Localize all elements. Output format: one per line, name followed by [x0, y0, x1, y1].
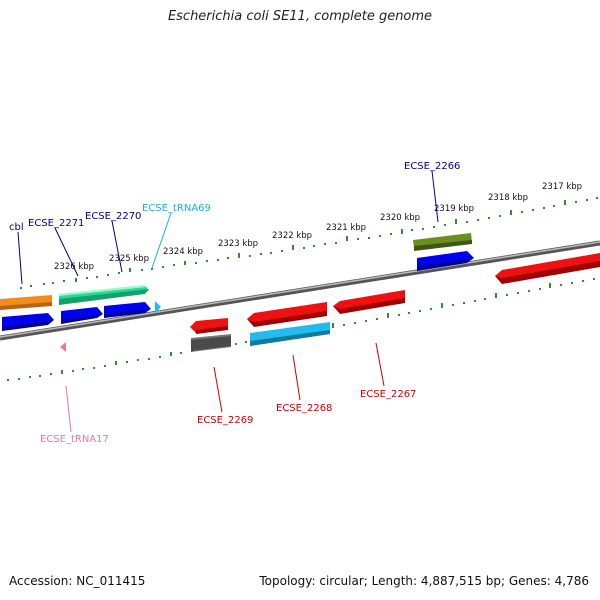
gene-red-right[interactable] — [495, 253, 600, 284]
label-ecse-2271[interactable]: ECSE_2271 — [28, 218, 84, 229]
gene-ecse-2271-teal[interactable] — [59, 285, 149, 305]
accession-text: Accession: NC_011415 — [9, 574, 146, 588]
gene-ecse-2269[interactable] — [190, 318, 228, 334]
gene-blue-4[interactable] — [417, 251, 474, 271]
genome-title: Escherichia coli SE11, complete genome — [167, 9, 433, 24]
genome-summary-text: Topology: circular; Length: 4,887,515 bp… — [259, 574, 589, 588]
outer-tick-track — [20, 197, 598, 289]
kbp-label-2324: 2324 kbp — [163, 247, 203, 257]
forward-genes-lower — [2, 251, 600, 331]
genome-backbone — [0, 240, 600, 341]
label-ecse-2266[interactable]: ECSE_2266 — [404, 161, 460, 172]
label-ecse-2269[interactable]: ECSE_2269 — [197, 415, 253, 426]
kbp-label-2318: 2318 kbp — [488, 193, 528, 203]
gene-ecse-2266-olive[interactable] — [413, 233, 472, 251]
kbp-label-2319: 2319 kbp — [434, 204, 474, 214]
kbp-label-2322: 2322 kbp — [272, 231, 312, 241]
label-ecse-2267[interactable]: ECSE_2267 — [360, 389, 416, 400]
leader-lines — [17, 170, 439, 433]
genome-backbone-highlight — [0, 241, 600, 338]
kbp-label-2321: 2321 kbp — [326, 223, 366, 233]
kbp-label-2317: 2317 kbp — [542, 182, 582, 192]
gene-blue-3[interactable] — [104, 302, 151, 318]
gene-gray[interactable] — [191, 334, 231, 352]
gene-ecse-2268-red[interactable] — [247, 302, 327, 327]
label-ecse-trna69[interactable]: ECSE_tRNA69 — [142, 203, 211, 214]
forward-genes-upper — [0, 233, 472, 310]
label-ecse-2268[interactable]: ECSE_2268 — [276, 403, 332, 414]
gene-ecse-2268-cyan[interactable] — [250, 322, 330, 346]
kbp-label-2323: 2323 kbp — [218, 239, 258, 249]
gene-blue-2[interactable] — [61, 307, 103, 324]
label-ecse-2270[interactable]: ECSE_2270 — [85, 211, 141, 222]
kbp-label-2320: 2320 kbp — [380, 213, 420, 223]
gene-ecse-trna17[interactable] — [60, 342, 66, 352]
kbp-label-2325: 2325 kbp — [109, 254, 149, 264]
gene-blue-1[interactable] — [2, 313, 54, 331]
label-ecse-trna17[interactable]: ECSE_tRNA17 — [40, 434, 109, 445]
gene-ecse-2267[interactable] — [333, 290, 405, 314]
gene-labels: cbl ECSE_2271 ECSE_2270 ECSE_tRNA69 ECSE… — [9, 161, 460, 445]
label-cbl[interactable]: cbl — [9, 222, 24, 233]
gene-ecse-trna69[interactable] — [155, 301, 161, 313]
gene-orange[interactable] — [0, 295, 52, 310]
reverse-genes — [60, 290, 405, 352]
